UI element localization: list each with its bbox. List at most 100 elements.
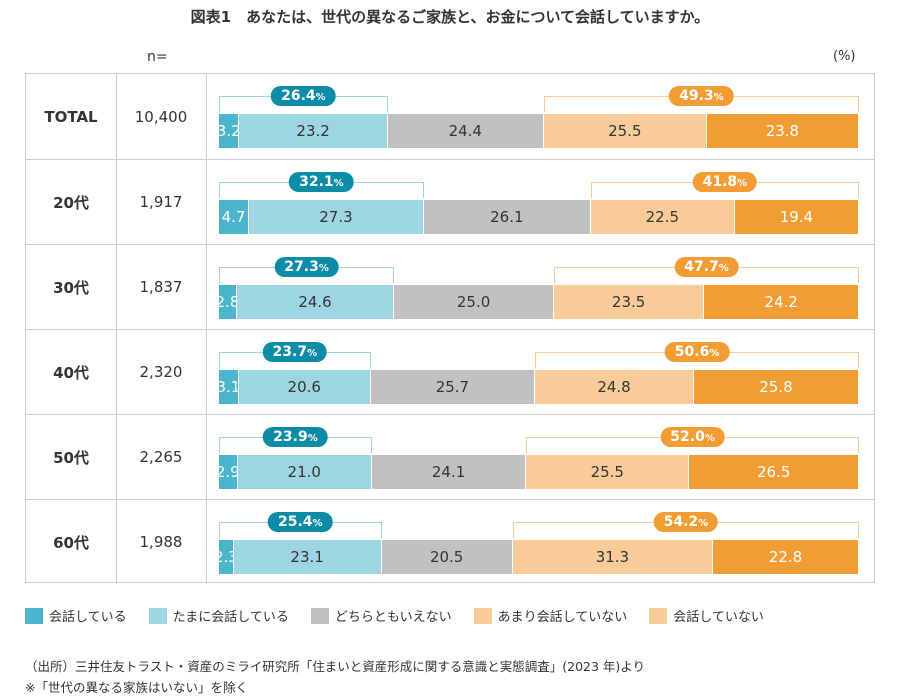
notalk-total-suffix: % (704, 433, 715, 444)
talk-total-suffix: % (307, 433, 318, 444)
bar-segment: 3.1 (216, 370, 240, 404)
talk-total-value: 27.3 (284, 259, 319, 275)
bar-segment: 26.5 (689, 455, 859, 489)
n-value: 1,837 (116, 245, 207, 329)
legend-swatch (148, 607, 167, 624)
legend-swatch (25, 607, 43, 624)
bar-segment: 2.3 (214, 540, 238, 574)
legend-swatch (649, 607, 668, 624)
bar-segment: 23.8 (706, 114, 859, 148)
chart-row: TOTAL 10,400 3.2 23.2 24.4 25.5 23.8 26.4% 49.3% (26, 74, 874, 159)
talk-total-value: 32.1 (299, 174, 334, 190)
notalk-total-value: 41.8 (702, 174, 738, 190)
category-label: 40代 (26, 330, 117, 414)
chart-table: TOTAL 10,400 3.2 23.2 24.4 25.5 23.8 26.4% 49.3%… (25, 73, 875, 584)
bar-segment: 23.1 (233, 540, 382, 574)
n-value: 2,320 (116, 330, 207, 414)
category-label: 20代 (26, 160, 117, 244)
legend-swatch (310, 607, 329, 624)
legend-item: 会話していない (649, 606, 764, 625)
notalk-total-badge: 41.8% (692, 172, 758, 192)
talk-total-suffix: % (307, 348, 318, 359)
bar-segment: 21.0 (237, 455, 372, 489)
talk-total-badge: 26.4% (271, 86, 336, 106)
bar-segment: 20.6 (238, 370, 371, 404)
unit-label: (%) (833, 49, 856, 64)
bar-segment: 26.1 (423, 200, 591, 234)
talk-total-value: 23.9 (273, 429, 308, 445)
notalk-total-value: 47.7 (684, 259, 719, 275)
bar-segment: 22.8 (713, 540, 859, 574)
category-label: 30代 (26, 245, 117, 329)
legend-item: どちらともいえない (310, 606, 452, 625)
notalk-total-suffix: % (713, 92, 724, 103)
category-label: 60代 (26, 500, 117, 584)
notalk-total-badge: 50.6% (664, 342, 730, 362)
note-text: ※「世代の異なる家族はいない」を除く (25, 680, 248, 695)
bar-segment: 4.7 (219, 200, 250, 234)
notalk-total-badge: 47.7% (674, 257, 739, 277)
chart-row: 40代 2,320 3.1 20.6 25.7 24.8 25.8 23.7% 50.6% (26, 329, 874, 414)
notalk-total-value: 50.6 (674, 344, 710, 360)
talk-total-value: 26.4 (281, 88, 316, 104)
n-value: 1,917 (116, 160, 207, 244)
bar-segment: 25.8 (693, 370, 859, 404)
notalk-total-badge: 52.0% (660, 427, 725, 447)
bar-segment: 24.8 (535, 370, 694, 404)
legend-item: 会話している (25, 606, 127, 625)
talk-total-suffix: % (333, 178, 344, 189)
talk-total-suffix: % (318, 263, 329, 274)
bar-segment: 23.2 (239, 114, 388, 148)
notalk-total-suffix: % (737, 178, 748, 189)
legend: 会話している たまに会話している どちらともいえない あまり会話していない 会話していな… (25, 606, 764, 625)
bar-segment: 25.7 (370, 370, 536, 404)
notalk-total-suffix: % (709, 348, 720, 359)
legend-label: 会話している (49, 610, 127, 625)
legend-label: あまり会話していない (497, 610, 628, 625)
n-value: 2,265 (116, 415, 207, 499)
talk-total-badge: 23.9% (263, 427, 328, 447)
legend-swatch (473, 607, 492, 624)
talk-total-badge: 23.7% (262, 342, 328, 362)
notalk-total-badge: 49.3% (669, 86, 734, 106)
chart-row: 60代 1,988 2.3 23.1 20.5 31.3 22.8 25.4% 54.2% (26, 499, 874, 584)
chart-row: 20代 1,917 4.7 27.3 26.1 22.5 19.4 32.1% 41.8% (26, 159, 874, 244)
chart-row: 50代 2,265 2.9 21.0 24.1 25.5 26.5 23.9% 52.0% (26, 414, 874, 499)
bar-segment: 27.3 (249, 200, 424, 234)
bar-segment: 20.5 (381, 540, 513, 574)
bar-segment: 19.4 (734, 200, 859, 234)
bar-segment: 2.9 (216, 455, 240, 489)
bar-segment: 25.5 (526, 455, 690, 489)
bar-segment: 25.0 (394, 285, 554, 319)
bar-segment: 25.5 (543, 114, 707, 148)
talk-total-suffix: % (312, 518, 323, 529)
notalk-total-value: 52.0 (670, 429, 705, 445)
category-label: 50代 (26, 415, 117, 499)
legend-item: あまり会話していない (473, 606, 628, 625)
bar-segment: 24.1 (371, 455, 527, 489)
source-notes: （出所）三井住友トラスト・資産のミライ研究所「住まいと資産形成に関する意識と実態… (25, 656, 645, 698)
notalk-total-suffix: % (698, 518, 709, 529)
talk-total-suffix: % (315, 92, 326, 103)
bar-segment: 2.8 (216, 285, 239, 319)
talk-total-badge: 27.3% (274, 257, 339, 277)
chart-row: 30代 1,837 2.8 24.6 25.0 23.5 24.2 27.3% 47.7% (26, 244, 874, 329)
category-label: TOTAL (26, 74, 117, 159)
legend-label: どちらともいえない (334, 610, 452, 625)
bar-segment: 24.4 (387, 114, 544, 148)
notalk-total-value: 54.2 (663, 514, 699, 530)
source-text: （出所）三井住友トラスト・資産のミライ研究所「住まいと資産形成に関する意識と実態… (25, 659, 646, 674)
legend-item: たまに会話している (148, 606, 289, 625)
talk-total-badge: 32.1% (289, 172, 354, 192)
talk-total-badge: 25.4% (267, 512, 333, 532)
notalk-total-value: 49.3 (679, 88, 714, 104)
bar-segment: 24.2 (704, 285, 859, 319)
bar-segment: 24.6 (236, 285, 395, 319)
talk-total-value: 23.7 (272, 344, 308, 360)
legend-label: 会話していない (673, 610, 764, 625)
notalk-total-suffix: % (718, 263, 729, 274)
notalk-total-badge: 54.2% (653, 512, 719, 532)
talk-total-value: 25.4 (277, 514, 313, 530)
bar-segment: 23.5 (554, 285, 705, 319)
bar-segment: 3.2 (217, 114, 241, 148)
